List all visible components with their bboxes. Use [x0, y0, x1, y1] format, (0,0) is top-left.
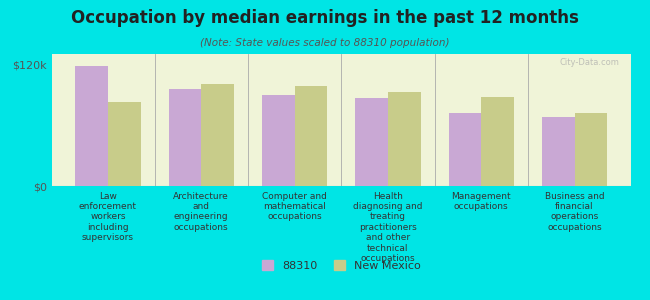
- Bar: [388, 92, 421, 186]
- Text: City-Data.com: City-Data.com: [559, 58, 619, 67]
- Text: (Note: State values scaled to 88310 population): (Note: State values scaled to 88310 popu…: [200, 38, 450, 47]
- Bar: [75, 66, 108, 186]
- Bar: [294, 86, 327, 186]
- Bar: [575, 113, 607, 186]
- Bar: [481, 97, 514, 186]
- Bar: [108, 102, 140, 186]
- Legend: 88310, New Mexico: 88310, New Mexico: [257, 256, 425, 275]
- Text: Occupation by median earnings in the past 12 months: Occupation by median earnings in the pas…: [71, 9, 579, 27]
- Bar: [448, 113, 481, 186]
- Bar: [356, 98, 388, 186]
- Bar: [202, 85, 234, 186]
- Bar: [168, 88, 202, 186]
- Bar: [542, 117, 575, 186]
- Bar: [262, 94, 294, 186]
